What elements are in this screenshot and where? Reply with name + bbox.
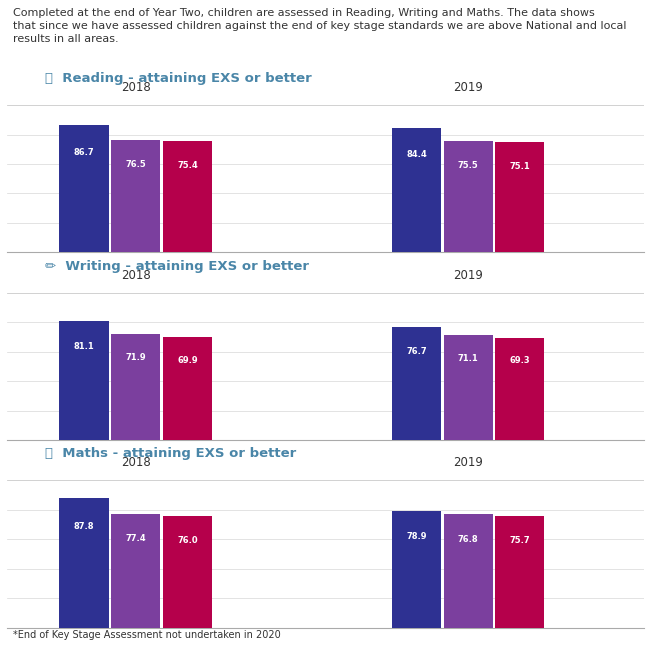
Bar (392, 128, 441, 252)
Text: 2019: 2019 (453, 81, 483, 94)
Text: 87.8: 87.8 (74, 521, 94, 531)
Bar (443, 141, 493, 252)
Bar (495, 338, 544, 440)
Text: 76.8: 76.8 (458, 535, 478, 544)
Text: ✏  Writing - attaining EXS or better: ✏ Writing - attaining EXS or better (45, 260, 309, 273)
Text: 69.9: 69.9 (177, 356, 198, 364)
Text: 75.1: 75.1 (510, 162, 530, 171)
Text: 2018: 2018 (121, 456, 151, 469)
Bar (111, 140, 161, 252)
Text: 76.0: 76.0 (177, 536, 198, 544)
Text: 2019: 2019 (453, 456, 483, 469)
Text: 75.5: 75.5 (458, 161, 478, 170)
Text: 75.4: 75.4 (177, 161, 198, 170)
Bar (443, 514, 493, 628)
Text: 76.7: 76.7 (406, 347, 426, 356)
Bar (163, 337, 212, 440)
Text: ➕  Maths - attaining EXS or better: ➕ Maths - attaining EXS or better (45, 447, 296, 460)
Text: 69.3: 69.3 (510, 356, 530, 365)
Bar (111, 334, 161, 440)
Bar (163, 515, 212, 628)
Bar (60, 498, 109, 628)
Bar (495, 516, 544, 628)
Bar (163, 141, 212, 252)
Bar (392, 327, 441, 440)
Bar (495, 142, 544, 252)
Text: 81.1: 81.1 (73, 342, 94, 351)
Text: 84.4: 84.4 (406, 150, 427, 160)
Text: 71.9: 71.9 (125, 353, 146, 362)
Text: Completed at the end of Year Two, children are assessed in Reading, Writing and : Completed at the end of Year Two, childr… (13, 8, 627, 44)
Text: 2018: 2018 (121, 269, 151, 282)
Bar (60, 321, 109, 440)
Text: 77.4: 77.4 (125, 534, 146, 543)
Text: 2019: 2019 (453, 269, 483, 282)
Text: 76.5: 76.5 (125, 160, 146, 169)
Bar (60, 125, 109, 252)
Text: 📖  Reading - attaining EXS or better: 📖 Reading - attaining EXS or better (45, 72, 311, 85)
Text: 71.1: 71.1 (458, 354, 478, 363)
Text: 78.9: 78.9 (406, 532, 426, 541)
Text: 86.7: 86.7 (73, 148, 94, 156)
Text: 2018: 2018 (121, 81, 151, 94)
Bar (443, 335, 493, 440)
Bar (392, 512, 441, 628)
Text: 75.7: 75.7 (510, 536, 530, 545)
Bar (111, 513, 161, 628)
Text: *End of Key Stage Assessment not undertaken in 2020: *End of Key Stage Assessment not underta… (13, 630, 281, 640)
